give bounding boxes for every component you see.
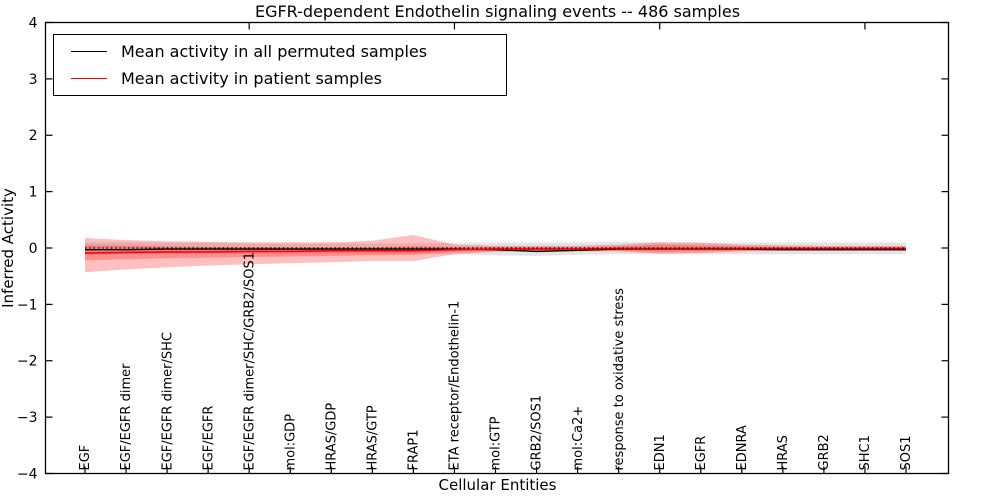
x-tick-label-9: ETA receptor/Endothelin-1: [448, 301, 463, 471]
x-tick-label-14: EDN1: [653, 434, 668, 470]
x-tick-label-6: HRAS/GDP: [324, 403, 339, 471]
x-tick-label-8: FRAP1: [407, 430, 422, 471]
legend: Mean activity in all permuted samples Me…: [53, 34, 507, 96]
x-tick-label-3: EGF/EGFR: [201, 406, 216, 471]
y-tick-label: −4: [17, 466, 38, 482]
x-tick-label-7: HRAS/GTP: [366, 405, 381, 470]
x-tick-label-13: response to oxidative stress: [612, 288, 627, 471]
y-tick-label: 4: [29, 15, 38, 31]
legend-line-permuted: [71, 51, 107, 53]
y-tick-label: 1: [29, 185, 38, 201]
x-tick-label-19: SHC1: [858, 435, 873, 470]
x-tick-label-2: EGF/EGFR dimer/SHC: [160, 332, 175, 470]
x-tick-label-1: EGF/EGFR dimer: [119, 363, 134, 471]
legend-item-patient: Mean activity in patient samples: [71, 69, 506, 88]
x-tick-label-16: EDNRA: [735, 425, 750, 470]
x-axis-label: Cellular Entities: [438, 476, 557, 494]
legend-label-permuted: Mean activity in all permuted samples: [121, 42, 428, 62]
y-tick-label: 3: [29, 72, 38, 88]
legend-line-patient: [71, 77, 107, 79]
x-tick-label-17: HRAS: [776, 435, 791, 470]
x-tick-label-10: mol:GTP: [489, 416, 504, 470]
legend-item-permuted: Mean activity in all permuted samples: [71, 42, 506, 61]
x-tick-label-5: mol:GDP: [283, 414, 298, 471]
y-tick-label: 0: [29, 241, 38, 257]
x-tick-label-4: EGF/EGFR dimer/SHC/GRB2/SOS1: [242, 252, 257, 471]
y-tick-label: −3: [17, 410, 38, 426]
x-tick-label-18: GRB2: [817, 434, 832, 470]
x-tick-label-20: SOS1: [899, 435, 914, 470]
x-tick-label-11: GRB2/SOS1: [530, 395, 545, 471]
chart-title: EGFR-dependent Endothelin signaling even…: [254, 2, 741, 21]
x-tick-label-0: EGF: [78, 445, 93, 471]
y-tick-label: −1: [17, 297, 38, 313]
y-axis-label: Inferred Activity: [0, 188, 17, 308]
patient-samples-outer-range-band: [85, 235, 906, 273]
legend-label-patient: Mean activity in patient samples: [121, 68, 382, 88]
y-tick-label: 2: [29, 128, 38, 144]
y-tick-label: −2: [17, 354, 38, 370]
x-tick-label-12: mol:Ca2+: [571, 406, 586, 471]
x-tick-label-15: EGFR: [694, 436, 709, 471]
